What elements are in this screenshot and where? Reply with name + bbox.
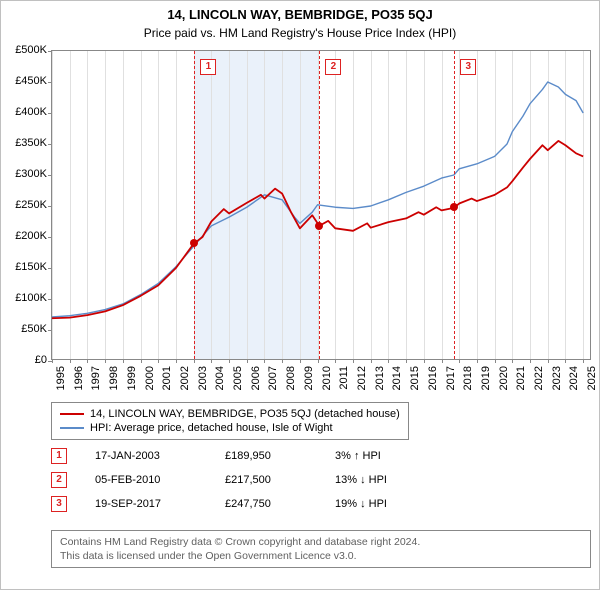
x-axis-label: 2014 bbox=[391, 366, 403, 390]
x-axis-label: 2016 bbox=[427, 366, 439, 390]
x-axis-label: 2015 bbox=[409, 366, 421, 390]
chart-subtitle: Price paid vs. HM Land Registry's House … bbox=[1, 22, 599, 46]
legend-item: HPI: Average price, detached house, Isle… bbox=[60, 421, 400, 435]
x-axis-label: 2019 bbox=[480, 366, 492, 390]
footer-line-1: Contains HM Land Registry data © Crown c… bbox=[60, 535, 582, 549]
event-line bbox=[319, 51, 320, 359]
y-axis-label: £200K bbox=[3, 230, 47, 242]
footer-attribution: Contains HM Land Registry data © Crown c… bbox=[51, 530, 591, 568]
x-axis-label: 2004 bbox=[214, 366, 226, 390]
y-axis-label: £450K bbox=[3, 75, 47, 87]
x-axis-label: 2024 bbox=[568, 366, 580, 390]
events-table: 1 17-JAN-2003£189,9503% ↑ HPI 2 05-FEB-2010… bbox=[51, 444, 415, 516]
event-diff: 19% ↓ HPI bbox=[335, 498, 415, 510]
x-axis-label: 1995 bbox=[55, 366, 67, 390]
y-axis-label: £500K bbox=[3, 44, 47, 56]
y-axis-label: £400K bbox=[3, 106, 47, 118]
x-axis-label: 2025 bbox=[586, 366, 598, 390]
x-axis-label: 2009 bbox=[303, 366, 315, 390]
event-row: 2 05-FEB-2010£217,50013% ↓ HPI bbox=[51, 468, 415, 492]
x-axis-label: 2000 bbox=[144, 366, 156, 390]
event-price: £247,750 bbox=[225, 498, 335, 510]
x-axis-label: 2008 bbox=[285, 366, 297, 390]
x-axis-label: 2013 bbox=[374, 366, 386, 390]
y-axis-label: £250K bbox=[3, 199, 47, 211]
event-row: 1 17-JAN-2003£189,9503% ↑ HPI bbox=[51, 444, 415, 468]
x-axis-label: 1997 bbox=[90, 366, 102, 390]
event-diff: 3% ↑ HPI bbox=[335, 450, 415, 462]
x-axis-label: 2012 bbox=[356, 366, 368, 390]
legend-item: 14, LINCOLN WAY, BEMBRIDGE, PO35 5QJ (de… bbox=[60, 407, 400, 421]
chart-plot-area: 1 2 3 bbox=[51, 50, 591, 360]
x-axis-label: 2003 bbox=[197, 366, 209, 390]
event-row: 3 19-SEP-2017£247,75019% ↓ HPI bbox=[51, 492, 415, 516]
x-axis-label: 2020 bbox=[498, 366, 510, 390]
series-line bbox=[52, 82, 583, 317]
chart-lines bbox=[52, 51, 592, 361]
y-axis-label: £0 bbox=[3, 354, 47, 366]
event-price: £189,950 bbox=[225, 450, 335, 462]
event-row-badge: 2 bbox=[51, 472, 67, 488]
legend-swatch bbox=[60, 427, 84, 429]
price-point-marker bbox=[190, 239, 198, 247]
x-axis-label: 1996 bbox=[73, 366, 85, 390]
event-date: 19-SEP-2017 bbox=[95, 498, 225, 510]
event-price: £217,500 bbox=[225, 474, 335, 486]
y-axis-label: £50K bbox=[3, 323, 47, 335]
event-line bbox=[194, 51, 195, 359]
x-axis-label: 2023 bbox=[551, 366, 563, 390]
x-axis-label: 1998 bbox=[108, 366, 120, 390]
legend-swatch bbox=[60, 413, 84, 415]
legend-label: HPI: Average price, detached house, Isle… bbox=[90, 422, 333, 434]
x-axis-label: 2021 bbox=[515, 366, 527, 390]
event-row-badge: 1 bbox=[51, 448, 67, 464]
chart-title: 14, LINCOLN WAY, BEMBRIDGE, PO35 5QJ bbox=[1, 1, 599, 22]
x-axis-label: 2018 bbox=[462, 366, 474, 390]
x-axis-label: 2011 bbox=[338, 366, 350, 390]
footer-line-2: This data is licensed under the Open Gov… bbox=[60, 549, 582, 563]
event-date: 17-JAN-2003 bbox=[95, 450, 225, 462]
y-axis-label: £150K bbox=[3, 261, 47, 273]
event-diff: 13% ↓ HPI bbox=[335, 474, 415, 486]
x-axis-label: 2006 bbox=[250, 366, 262, 390]
x-axis-label: 2002 bbox=[179, 366, 191, 390]
event-date: 05-FEB-2010 bbox=[95, 474, 225, 486]
event-badge: 3 bbox=[460, 59, 476, 75]
price-point-marker bbox=[450, 203, 458, 211]
legend: 14, LINCOLN WAY, BEMBRIDGE, PO35 5QJ (de… bbox=[51, 402, 409, 440]
legend-label: 14, LINCOLN WAY, BEMBRIDGE, PO35 5QJ (de… bbox=[90, 408, 400, 420]
event-row-badge: 3 bbox=[51, 496, 67, 512]
price-point-marker bbox=[315, 222, 323, 230]
x-axis-label: 2022 bbox=[533, 366, 545, 390]
x-axis-label: 2017 bbox=[445, 366, 457, 390]
event-badge: 1 bbox=[200, 59, 216, 75]
y-axis-label: £300K bbox=[3, 168, 47, 180]
y-axis-label: £100K bbox=[3, 292, 47, 304]
x-axis-label: 2010 bbox=[321, 366, 333, 390]
x-axis-label: 2005 bbox=[232, 366, 244, 390]
x-axis-label: 1999 bbox=[126, 366, 138, 390]
x-axis-label: 2007 bbox=[267, 366, 279, 390]
event-badge: 2 bbox=[325, 59, 341, 75]
x-axis-label: 2001 bbox=[161, 366, 173, 390]
y-axis-label: £350K bbox=[3, 137, 47, 149]
